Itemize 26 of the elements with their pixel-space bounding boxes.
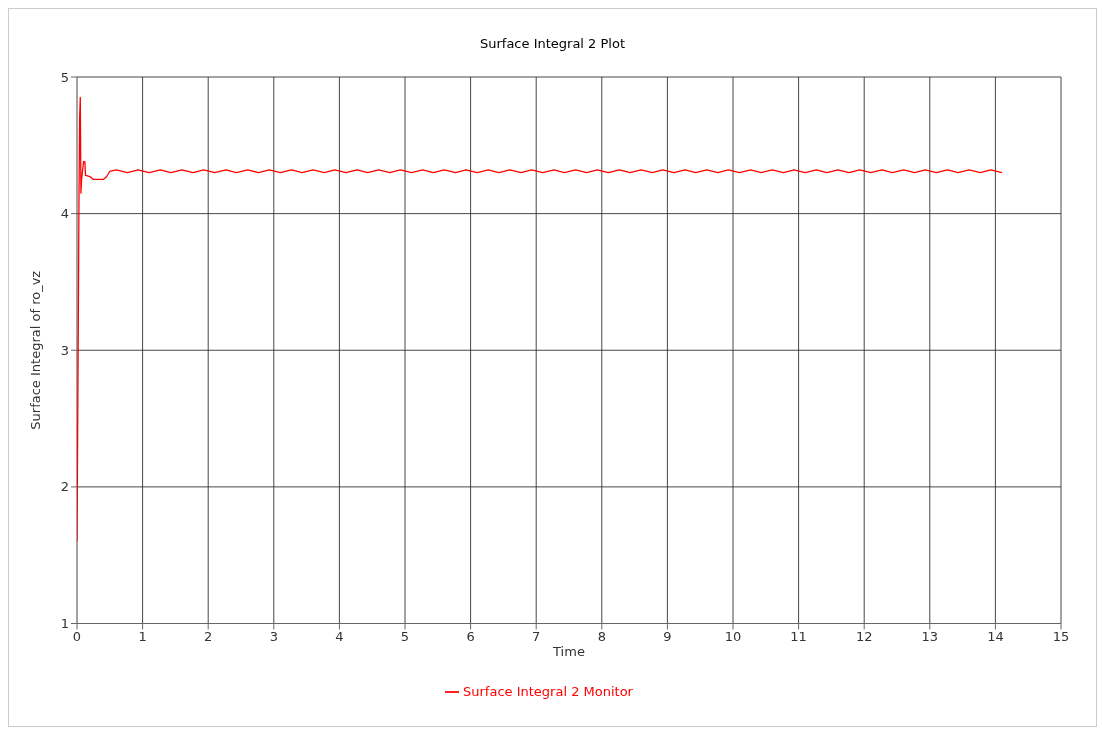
x-tick-label: 1 <box>138 628 147 644</box>
chart-title: Surface Integral 2 Plot <box>478 36 626 51</box>
x-tick-label: 13 <box>921 628 939 644</box>
x-tick-label: 2 <box>204 628 213 644</box>
x-tick-label: 15 <box>1052 628 1070 644</box>
x-tick-label: 3 <box>269 628 278 644</box>
x-tick-label: 9 <box>663 628 672 644</box>
y-tick-label: 5 <box>60 69 69 85</box>
x-tick-label: 8 <box>597 628 606 644</box>
y-axis-title: Surface Integral of ro_vz <box>27 270 43 430</box>
x-tick-label: 10 <box>724 628 742 644</box>
y-tick-label: 3 <box>60 342 69 358</box>
x-tick-label: 11 <box>790 628 807 644</box>
x-tick-label: 7 <box>532 628 541 644</box>
legend-label: Surface Integral 2 Monitor <box>463 683 633 699</box>
x-tick-label: 0 <box>72 628 82 644</box>
x-tick-label: 12 <box>855 628 873 644</box>
line-series <box>77 96 1003 543</box>
x-tick-label: 4 <box>335 628 344 644</box>
y-tick-label: 4 <box>60 206 69 222</box>
y-tick-label: 2 <box>60 479 69 495</box>
x-tick-label: 6 <box>466 628 475 644</box>
x-axis-title: Time <box>552 643 585 659</box>
x-tick-label: 5 <box>400 628 410 644</box>
x-tick-label: 14 <box>987 628 1004 644</box>
y-tick-label: 1 <box>60 616 69 632</box>
